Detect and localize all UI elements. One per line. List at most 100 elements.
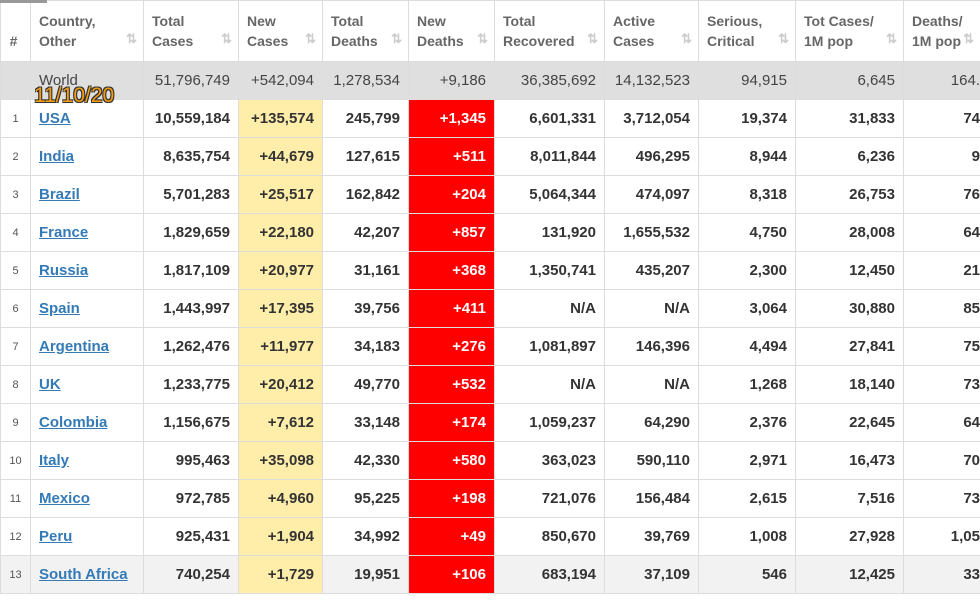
covid-table: # Country, Other ⇅ Total Cases ⇅ New Cases ⇅ Total… <box>0 0 980 594</box>
value-cell: +106 <box>408 555 495 594</box>
value-cell: 6,645 <box>795 61 904 100</box>
value-cell: 474,097 <box>604 175 699 214</box>
sort-icon: ⇅ <box>886 31 897 46</box>
value-cell: 1,059,237 <box>494 403 605 442</box>
value-cell: 8,944 <box>698 137 796 176</box>
value-cell: 49,770 <box>322 365 409 404</box>
value-cell: +4,960 <box>238 479 323 518</box>
value-cell: 146,396 <box>604 327 699 366</box>
value-cell: 721,076 <box>494 479 605 518</box>
value-cell: +22,180 <box>238 213 323 252</box>
value-cell: 73 <box>903 479 980 518</box>
value-cell: N/A <box>494 289 605 328</box>
country-link[interactable]: South Africa <box>39 566 128 583</box>
column-header[interactable]: New Deaths ⇅ <box>408 0 495 62</box>
value-cell: 51,796,749 <box>143 61 239 100</box>
sort-icon: ⇅ <box>587 31 598 46</box>
value-cell: 1,829,659 <box>143 213 239 252</box>
country-row: 9 Colombia 1,156,675 +7,612 33,148 +174 1,059,… <box>0 403 980 442</box>
value-cell: +511 <box>408 137 495 176</box>
value-cell: +135,574 <box>238 99 323 138</box>
sort-icon: ⇅ <box>126 31 137 46</box>
value-cell: 5,064,344 <box>494 175 605 214</box>
value-cell: 2,376 <box>698 403 796 442</box>
value-cell: +49 <box>408 517 495 556</box>
value-cell: +580 <box>408 441 495 480</box>
value-cell: 30,880 <box>795 289 904 328</box>
header-text: Deaths <box>331 33 378 49</box>
column-header[interactable]: Active Cases ⇅ <box>604 0 699 62</box>
column-header[interactable]: Total Recovered ⇅ <box>494 0 605 62</box>
value-cell: 3,064 <box>698 289 796 328</box>
value-cell: 74 <box>903 99 980 138</box>
rank-cell: 13 <box>0 555 31 594</box>
value-cell: 164. <box>903 61 980 100</box>
country-row: 10 Italy 995,463 +35,098 42,330 +580 363,023 59… <box>0 441 980 480</box>
value-cell: 22,645 <box>795 403 904 442</box>
country-link[interactable]: USA <box>39 110 71 127</box>
sort-icon: ⇅ <box>963 31 974 46</box>
value-cell: 39,756 <box>322 289 409 328</box>
country-link[interactable]: Italy <box>39 452 70 469</box>
value-cell: 19,951 <box>322 555 409 594</box>
country-link[interactable]: Spain <box>39 300 80 317</box>
country-link[interactable]: Brazil <box>39 186 80 203</box>
country-cell: Argentina <box>30 327 144 366</box>
value-cell: 4,750 <box>698 213 796 252</box>
value-cell: 12,450 <box>795 251 904 290</box>
value-cell: 2,300 <box>698 251 796 290</box>
country-link[interactable]: Mexico <box>39 490 90 507</box>
header-text: Critical <box>707 33 755 49</box>
country-cell: Mexico <box>30 479 144 518</box>
country-link[interactable]: Colombia <box>39 414 108 431</box>
header-text: 1M pop <box>804 33 853 49</box>
value-cell: 2,615 <box>698 479 796 518</box>
value-cell: 6,236 <box>795 137 904 176</box>
column-header[interactable]: Deaths/1M pop ⇅ <box>903 0 980 62</box>
column-header[interactable]: Total Deaths ⇅ <box>322 0 409 62</box>
country-cell: Brazil <box>30 175 144 214</box>
value-cell: 995,463 <box>143 441 239 480</box>
value-cell: N/A <box>604 365 699 404</box>
column-header[interactable]: Serious, Critical ⇅ <box>698 0 796 62</box>
country-link[interactable]: UK <box>39 376 61 393</box>
value-cell: 3,712,054 <box>604 99 699 138</box>
value-cell: 16,473 <box>795 441 904 480</box>
country-row: 8 UK 1,233,775 +20,412 49,770 +532 N/A N/A 1,268… <box>0 365 980 404</box>
country-cell: France <box>30 213 144 252</box>
value-cell: N/A <box>604 289 699 328</box>
rank-cell: 8 <box>0 365 31 404</box>
value-cell: 1,278,534 <box>322 61 409 100</box>
value-cell: +204 <box>408 175 495 214</box>
value-cell: 94,915 <box>698 61 796 100</box>
country-link[interactable]: France <box>39 224 89 241</box>
header-text: Cases <box>152 33 194 49</box>
country-link[interactable]: Russia <box>39 262 89 279</box>
country-cell: Russia <box>30 251 144 290</box>
value-cell: 26,753 <box>795 175 904 214</box>
value-cell: +1,729 <box>238 555 323 594</box>
column-header[interactable]: Country, Other ⇅ <box>30 0 144 62</box>
value-cell: 9 <box>903 137 980 176</box>
value-cell: 683,194 <box>494 555 605 594</box>
country-link[interactable]: India <box>39 148 75 165</box>
column-header[interactable]: New Cases ⇅ <box>238 0 323 62</box>
value-cell: 95,225 <box>322 479 409 518</box>
value-cell: +25,517 <box>238 175 323 214</box>
value-cell: 42,330 <box>322 441 409 480</box>
header-text: Cases <box>613 33 655 49</box>
rank-cell: 5 <box>0 251 31 290</box>
header-text: Other <box>39 33 77 49</box>
value-cell: 1,156,675 <box>143 403 239 442</box>
value-cell: 33 <box>903 555 980 594</box>
rank-cell: 1 <box>0 99 31 138</box>
country-link[interactable]: Peru <box>39 528 73 545</box>
value-cell: 10,559,184 <box>143 99 239 138</box>
country-row: 5 Russia 1,817,109 +20,977 31,161 +368 1,350,7… <box>0 251 980 290</box>
country-link[interactable]: Argentina <box>39 338 110 355</box>
value-cell: 64,290 <box>604 403 699 442</box>
value-cell: 1,268 <box>698 365 796 404</box>
column-header[interactable]: Total Cases ⇅ <box>143 0 239 62</box>
column-header[interactable]: Tot Cases/1M pop ⇅ <box>795 0 904 62</box>
value-cell: 1,262,476 <box>143 327 239 366</box>
